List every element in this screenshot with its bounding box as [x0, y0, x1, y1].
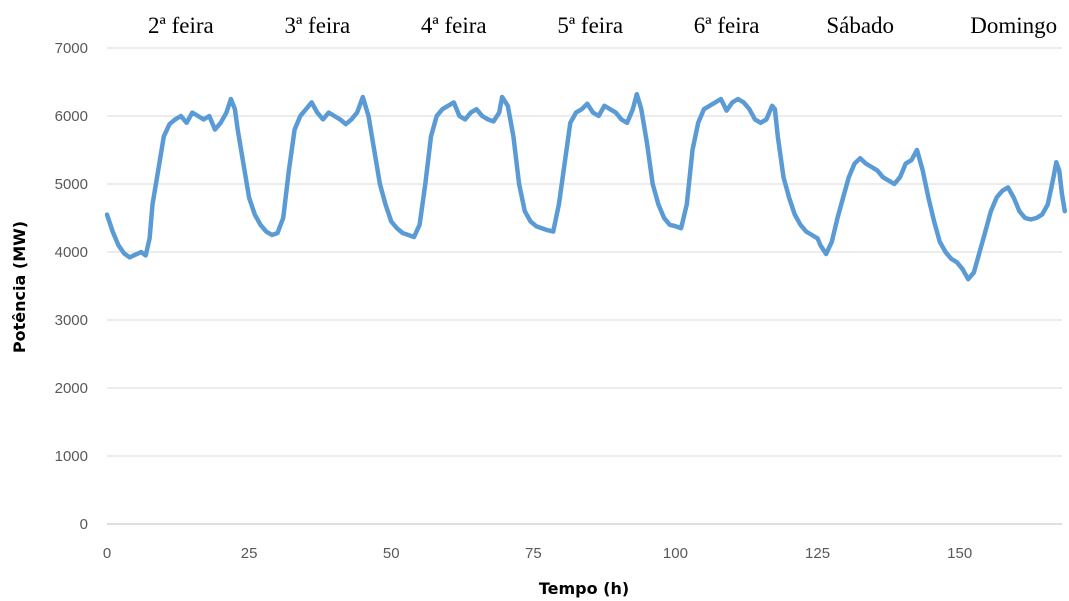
x-tick-label-75: 75: [525, 545, 542, 562]
y-tick-label-4000: 4000: [55, 244, 88, 261]
y-tick-label-7000: 7000: [55, 40, 88, 57]
y-tick-label-5000: 5000: [55, 176, 88, 193]
day-label-6: Domingo: [970, 13, 1057, 38]
y-tick-label-6000: 6000: [55, 108, 88, 125]
x-tick-label-25: 25: [241, 545, 258, 562]
y-axis-tick-labels: 0 1000 2000 3000 4000 5000 6000 7000: [55, 40, 88, 533]
day-label-5: Sábado: [826, 13, 894, 38]
x-tick-label-0: 0: [103, 545, 111, 562]
x-tick-label-150: 150: [947, 545, 972, 562]
y-tick-label-0: 0: [80, 516, 88, 533]
y-tick-label-2000: 2000: [55, 380, 88, 397]
y-tick-label-3000: 3000: [55, 312, 88, 329]
day-label-0: 2ª feira: [148, 13, 214, 38]
series-line-0: [104, 91, 1068, 282]
y-axis-title: Potência (MW): [10, 221, 29, 353]
x-axis-tick-labels: 0 25 50 75 100 125 150: [103, 545, 972, 562]
day-label-3: 5ª feira: [557, 13, 623, 38]
x-tick-label-100: 100: [663, 545, 688, 562]
x-axis-title: Tempo (h): [539, 579, 629, 598]
x-tick-label-125: 125: [805, 545, 830, 562]
gridlines: [107, 47, 1062, 525]
x-tick-label-50: 50: [383, 545, 400, 562]
day-label-4: 6ª feira: [694, 13, 760, 38]
series-group: [104, 91, 1068, 282]
y-tick-label-1000: 1000: [55, 448, 88, 465]
day-label-1: 3ª feira: [284, 13, 350, 38]
day-labels: 2ª feira 3ª feira 4ª feira 5ª feira 6ª feira…: [148, 13, 1057, 38]
day-label-2: 4ª feira: [421, 13, 487, 38]
